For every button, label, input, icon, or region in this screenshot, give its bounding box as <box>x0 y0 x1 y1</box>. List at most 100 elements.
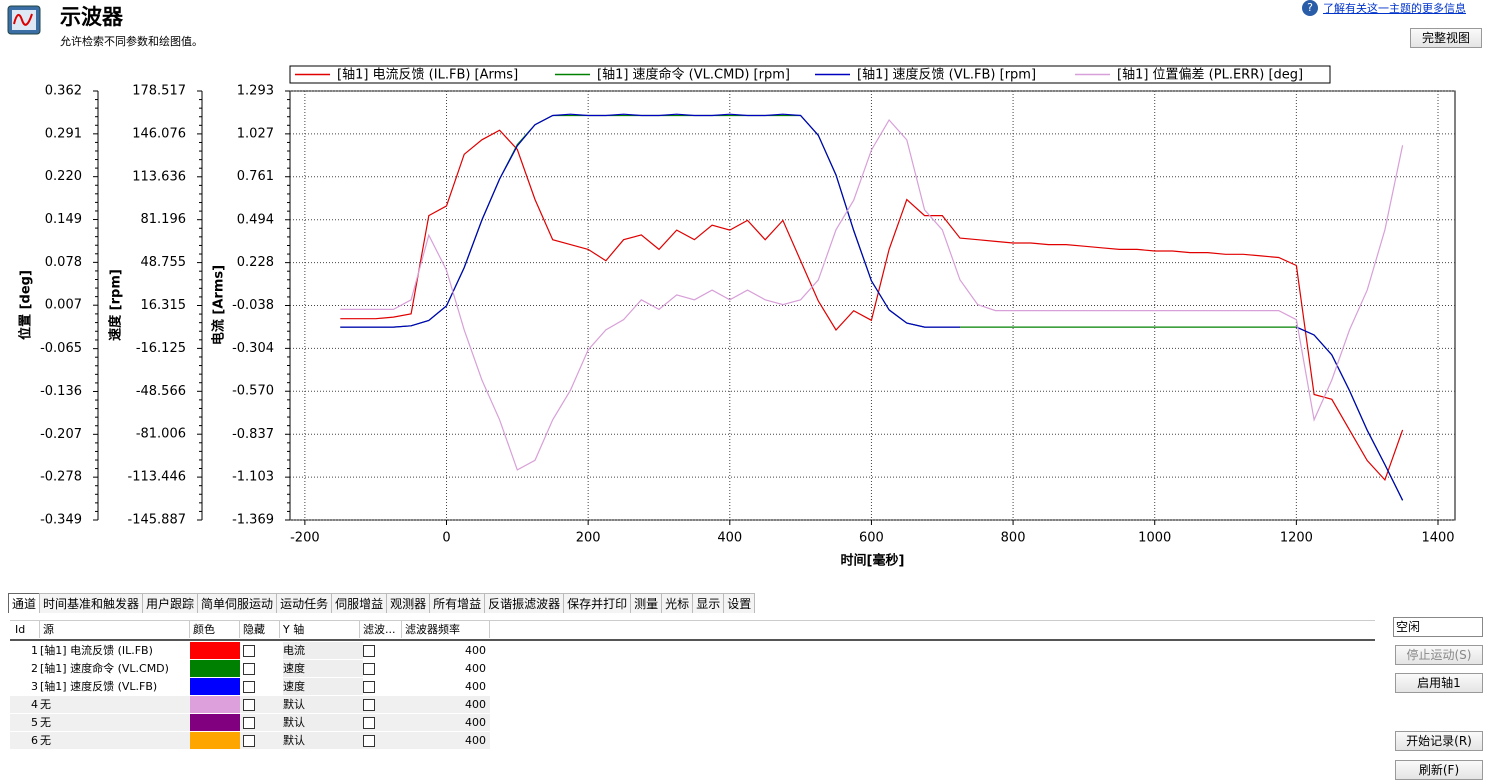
row-filter-freq: 400 <box>465 662 486 675</box>
row-source: 无 <box>40 734 51 747</box>
y-tick-label: -48.566 <box>136 384 186 399</box>
y-tick-label: 1.027 <box>237 126 274 141</box>
tab[interactable]: 保存并打印 <box>563 593 632 613</box>
column-header: 颜色 <box>190 621 240 638</box>
x-tick-label: 200 <box>576 531 601 546</box>
x-tick-label: 800 <box>1001 531 1026 546</box>
x-tick-label: 0 <box>442 531 450 546</box>
filter-checkbox[interactable] <box>363 645 375 657</box>
side-button[interactable]: 停止运动(S) <box>1395 645 1483 665</box>
row-y-axis: 速度 <box>283 678 363 695</box>
y-tick-label: -1.103 <box>232 470 274 485</box>
tab[interactable]: 伺服增益 <box>331 593 388 613</box>
hide-checkbox[interactable] <box>243 717 255 729</box>
help-icon[interactable]: ? <box>1302 0 1318 16</box>
y-axis-label: 位置 [deg] <box>18 270 34 340</box>
tab[interactable]: 光标 <box>661 593 694 613</box>
legend-label: [轴1] 位置偏差 (PL.ERR) [deg] <box>1117 68 1303 83</box>
channel-table: Id 源颜色 隐藏 Y 轴滤波... 滤波器频率 1 [轴1] 电流反馈 (IL.FB) 电流… <box>10 620 1375 749</box>
y-tick-label: -0.038 <box>232 298 274 313</box>
color-swatch <box>190 714 240 731</box>
x-tick-label: 1000 <box>1138 531 1171 546</box>
y-tick-label: -0.278 <box>40 470 82 485</box>
y-tick-label: 0.228 <box>237 255 274 270</box>
page-subtitle: 允许检索不同参数和绘图值。 <box>60 35 203 48</box>
tab[interactable]: 通道 <box>8 593 41 613</box>
color-swatch <box>190 678 240 695</box>
legend-box <box>289 65 1331 84</box>
y-tick-label: -145.887 <box>128 513 186 528</box>
y-tick-label: 0.078 <box>45 255 82 270</box>
row-y-axis: 默认 <box>283 696 363 713</box>
y-tick-label: -81.006 <box>136 427 186 442</box>
row-y-axis: 默认 <box>283 732 363 749</box>
y-tick-label: 178.517 <box>132 84 186 99</box>
row-y-axis: 速度 <box>283 660 363 677</box>
row-id: 6 <box>31 734 38 747</box>
tab[interactable]: 反谐振滤波器 <box>484 593 565 613</box>
y-tick-label: 113.636 <box>132 169 186 184</box>
tab[interactable]: 时间基准和触发器 <box>39 593 144 613</box>
y-tick-label: -1.369 <box>232 513 274 528</box>
y-tick-label: 0.494 <box>237 212 274 227</box>
filter-checkbox[interactable] <box>363 681 375 693</box>
side-button[interactable]: 刷新(F) <box>1395 760 1483 780</box>
filter-checkbox[interactable] <box>363 735 375 747</box>
row-id: 5 <box>31 716 38 729</box>
tab[interactable]: 测量 <box>630 593 663 613</box>
y-tick-label: -113.446 <box>128 470 186 485</box>
row-source: 无 <box>40 716 51 729</box>
help-link[interactable]: 了解有关这一主题的更多信息 <box>1323 2 1466 15</box>
filter-checkbox[interactable] <box>363 699 375 711</box>
full-view-button[interactable]: 完整视图 <box>1410 28 1482 48</box>
tab[interactable]: 运动任务 <box>276 593 333 613</box>
tab[interactable]: 简单伺服运动 <box>197 593 278 613</box>
row-id: 3 <box>31 680 38 693</box>
y-tick-label: 0.362 <box>45 84 82 99</box>
row-filter-freq: 400 <box>465 698 486 711</box>
tab[interactable]: 观测器 <box>386 593 431 613</box>
tab[interactable]: 显示 <box>692 593 725 613</box>
row-source: 无 <box>40 698 51 711</box>
hide-checkbox[interactable] <box>243 735 255 747</box>
filter-checkbox[interactable] <box>363 663 375 675</box>
status-box: 空闲 <box>1393 617 1483 637</box>
hide-checkbox[interactable] <box>243 663 255 675</box>
row-y-axis: 默认 <box>283 714 363 731</box>
hide-checkbox[interactable] <box>243 681 255 693</box>
legend-label: [轴1] 速度反馈 (VL.FB) [rpm] <box>857 67 1036 83</box>
row-source: [轴1] 速度反馈 (VL.FB) <box>40 680 158 693</box>
color-swatch <box>190 732 240 749</box>
y-tick-label: 16.315 <box>141 298 187 313</box>
y-tick-label: -16.125 <box>136 341 186 356</box>
y-axis-label: 电流 [Arms] <box>211 265 227 345</box>
y-tick-label: -0.349 <box>40 513 82 528</box>
row-y-axis: 电流 <box>283 642 363 659</box>
side-button[interactable]: 启用轴1 <box>1395 673 1483 693</box>
x-tick-label: 400 <box>717 531 742 546</box>
row-filter-freq: 400 <box>465 644 486 657</box>
row-filter-freq: 400 <box>465 734 486 747</box>
hide-checkbox[interactable] <box>243 699 255 711</box>
side-button[interactable]: 开始记录(R) <box>1395 731 1483 751</box>
row-filter-freq: 400 <box>465 716 486 729</box>
row-id: 4 <box>31 698 38 711</box>
filter-checkbox[interactable] <box>363 717 375 729</box>
tab[interactable]: 所有增益 <box>429 593 486 613</box>
y-tick-label: 0.291 <box>45 126 82 141</box>
tab[interactable]: 设置 <box>723 593 756 613</box>
series-line <box>340 118 1404 471</box>
tab[interactable]: 用户跟踪 <box>142 593 199 613</box>
series-line <box>340 129 1404 482</box>
y-tick-label: -0.065 <box>40 341 82 356</box>
x-tick-label: 600 <box>859 531 884 546</box>
color-swatch <box>190 660 240 677</box>
y-tick-label: 0.761 <box>237 169 274 184</box>
y-tick-label: -0.570 <box>232 384 274 399</box>
x-axis-label: 时间[毫秒] <box>841 553 905 569</box>
hide-checkbox[interactable] <box>243 645 255 657</box>
row-source: [轴1] 电流反馈 (IL.FB) <box>40 644 153 657</box>
y-tick-label: -0.207 <box>40 427 82 442</box>
y-tick-label: 48.755 <box>141 255 187 270</box>
x-tick-label: -200 <box>290 531 320 546</box>
